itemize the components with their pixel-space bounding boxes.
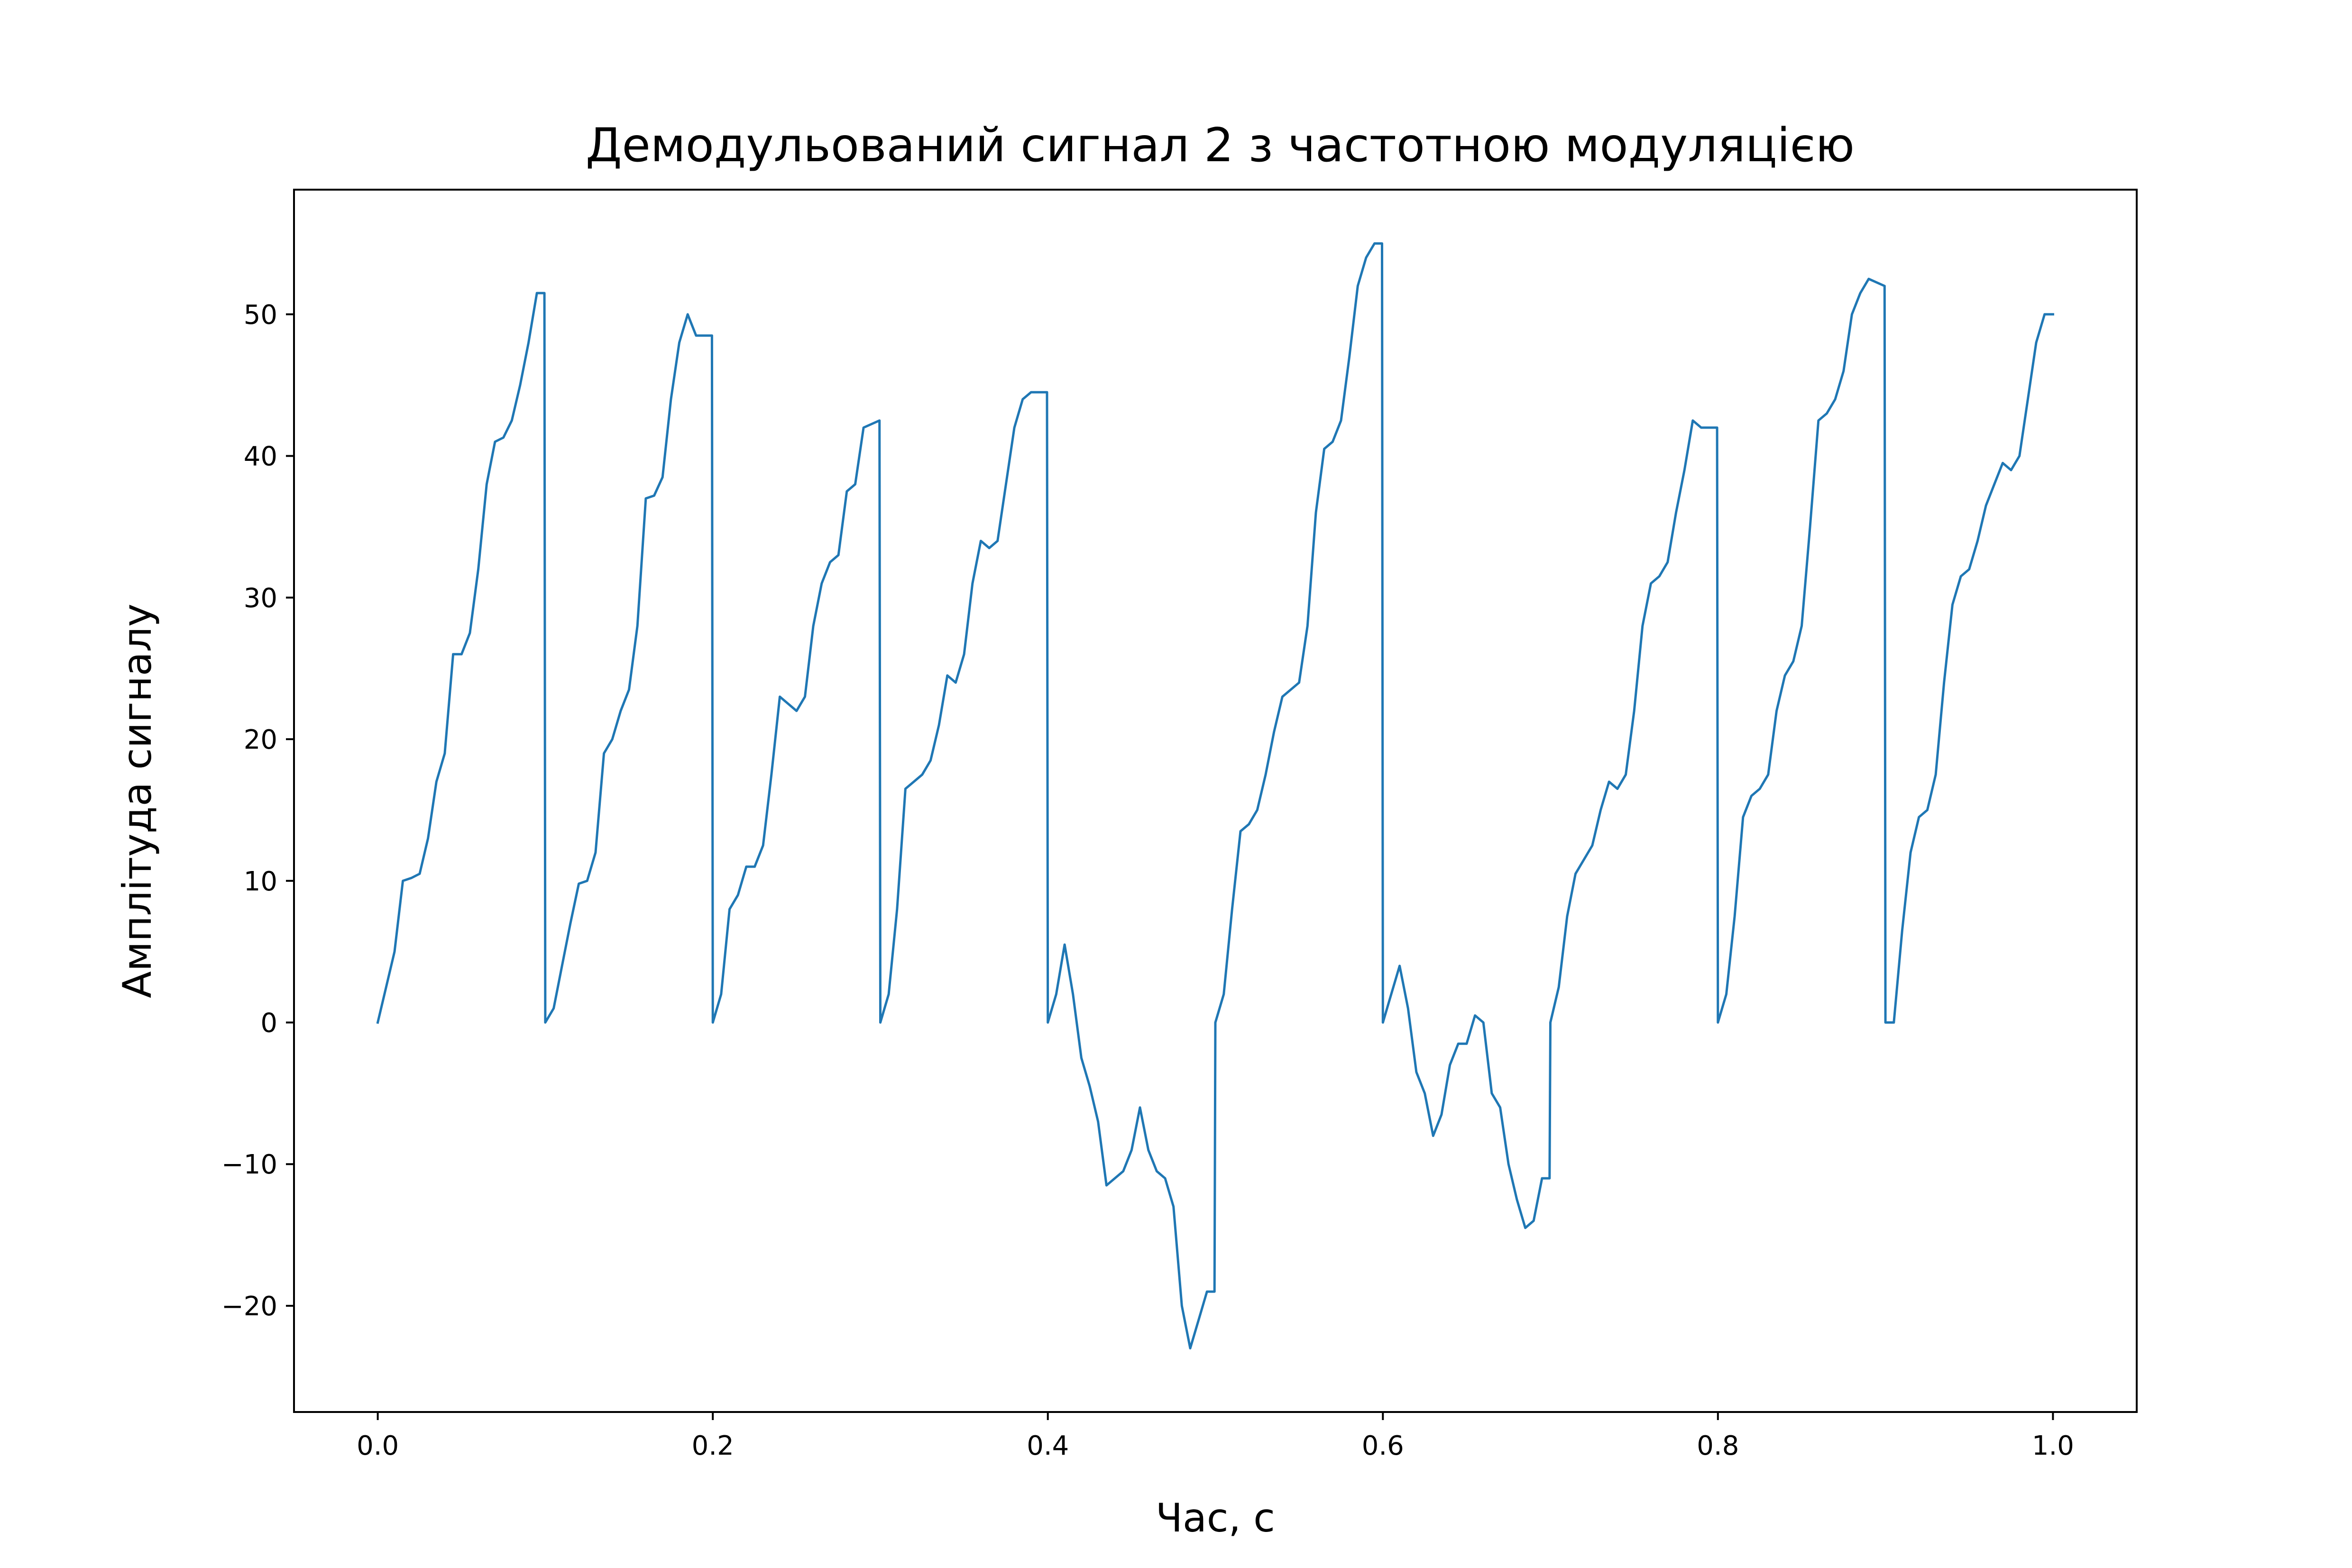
y-tick-label: −20 [221, 1291, 277, 1322]
x-tick-label: 0.0 [357, 1430, 399, 1461]
x-tick-label: 0.8 [1697, 1430, 1739, 1461]
plot-frame [293, 189, 2138, 1413]
x-tick-label: 0.2 [692, 1430, 734, 1461]
y-axis-label: Амплітуда сигналу [114, 604, 160, 998]
y-tick-label: −10 [221, 1149, 277, 1180]
y-tick-label: 20 [244, 724, 277, 755]
x-tick-label: 0.6 [1362, 1430, 1404, 1461]
chart-title: Демодульований сигнал 2 з частотною моду… [586, 119, 1855, 173]
x-axis-label: Час, с [1156, 1495, 1275, 1541]
x-tick-label: 1.0 [2032, 1430, 2074, 1461]
y-tick-label: 10 [244, 866, 277, 897]
y-tick-label: 40 [244, 441, 277, 472]
x-tick-label: 0.4 [1027, 1430, 1069, 1461]
signal-line [376, 242, 2054, 1350]
y-tick-label: 30 [244, 583, 277, 614]
y-tick-label: 50 [244, 300, 277, 330]
y-tick-label: 0 [260, 1008, 277, 1039]
